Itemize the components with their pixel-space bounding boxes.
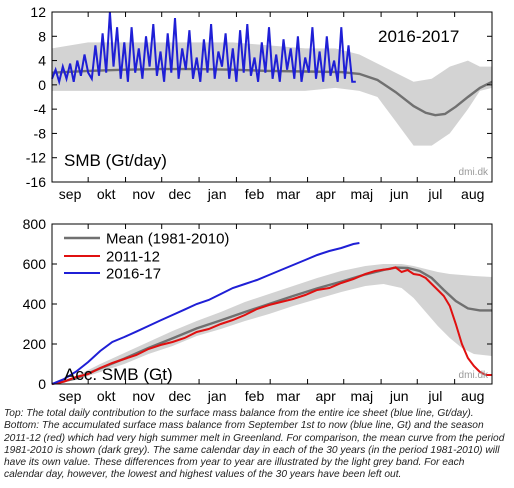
x-tick-label: dec <box>168 388 191 404</box>
figure-caption: Top: The total daily contribution to the… <box>4 408 510 482</box>
caption-line: 1981-2010 is shown (dark grey). The same… <box>4 444 500 456</box>
bottom-watermark: dmi.dk <box>459 370 489 381</box>
y-tick-label: 200 <box>23 336 47 352</box>
top-y-axis: 12 8 4 0 -4 -8 -12 -16 <box>26 4 492 190</box>
legend-label-2011-12: 2011-12 <box>106 249 160 266</box>
top-plot-frame <box>51 11 493 183</box>
caption-line: 2011-12 (red) which had very high summer… <box>4 432 505 444</box>
x-tick-label: jan <box>207 388 227 404</box>
legend-label-mean: Mean (1981-2010) <box>106 231 229 248</box>
bottom-ylabel: Acc. SMB (Gt) <box>64 365 173 384</box>
y-tick-label: 8 <box>38 28 46 44</box>
x-tick-label: okt <box>97 388 116 404</box>
y-tick-label: 800 <box>23 216 47 232</box>
legend: Mean (1981-2010) 2011-12 2016-17 <box>64 231 229 283</box>
x-tick-label: mar <box>276 186 300 202</box>
x-tick-label: feb <box>245 388 265 404</box>
bottom-y-axis: 800 600 400 200 0 <box>23 216 492 392</box>
y-tick-label: 4 <box>38 53 46 69</box>
y-tick-label: -4 <box>34 101 47 117</box>
x-tick-label: feb <box>245 186 265 202</box>
x-tick-label: nov <box>132 388 155 404</box>
x-tick-label: aug <box>461 388 484 404</box>
x-tick-label: jul <box>427 186 442 202</box>
legend-label-2016-17: 2016-17 <box>106 266 161 283</box>
top-panel-title: 2016-2017 <box>378 27 459 46</box>
y-tick-label: 0 <box>38 77 46 93</box>
y-tick-label: -16 <box>26 174 46 190</box>
top-ylabel: SMB (Gt/day) <box>64 151 167 170</box>
caption-line: calendar day, however, the lowest and hi… <box>4 469 402 481</box>
x-tick-label: maj <box>351 388 374 404</box>
top-x-axis: sep okt nov dec jan feb mar apr maj jun jul aug <box>51 12 493 202</box>
y-tick-label: -12 <box>26 150 46 166</box>
x-tick-label: jun <box>389 388 409 404</box>
bottom-variability-band <box>52 264 492 384</box>
y-tick-label: 600 <box>23 256 47 272</box>
x-tick-label: apr <box>316 186 337 202</box>
x-tick-label: nov <box>132 186 155 202</box>
top-watermark: dmi.dk <box>459 167 489 178</box>
bottom-panel: 800 600 400 200 0 sep okt nov dec jan feb mar apr ma… <box>23 216 493 404</box>
y-tick-label: 400 <box>23 296 47 312</box>
x-tick-label: apr <box>316 388 337 404</box>
top-panel: 12 8 4 0 -4 -8 -12 -16 sep okt nov dec jan feb mar apr… <box>26 4 493 202</box>
y-tick-label: -8 <box>34 125 47 141</box>
x-tick-label: sep <box>59 388 82 404</box>
x-tick-label: maj <box>351 186 374 202</box>
caption-line: Top: The total daily contribution to the… <box>4 408 474 419</box>
x-tick-label: jul <box>427 388 442 404</box>
top-2016-17-line <box>51 11 356 86</box>
x-tick-label: okt <box>97 186 116 202</box>
x-tick-label: aug <box>461 186 484 202</box>
caption-line: Bottom: The accumulated surface mass bal… <box>4 420 484 432</box>
x-tick-label: sep <box>59 186 82 202</box>
y-tick-label: 0 <box>38 376 46 392</box>
bottom-mean-line <box>51 266 492 386</box>
top-mean-line <box>51 67 493 117</box>
caption-line: have its own value. These differences fr… <box>4 457 465 469</box>
bottom-2016-17-line <box>51 242 360 385</box>
x-tick-label: mar <box>276 388 300 404</box>
bottom-x-axis: sep okt nov dec jan feb mar apr maj jun jul aug <box>51 224 493 404</box>
bottom-2011-12-line <box>51 266 492 385</box>
x-tick-label: jan <box>207 186 227 202</box>
y-tick-label: 12 <box>30 4 46 20</box>
x-tick-label: dec <box>168 186 191 202</box>
x-tick-label: jun <box>389 186 409 202</box>
